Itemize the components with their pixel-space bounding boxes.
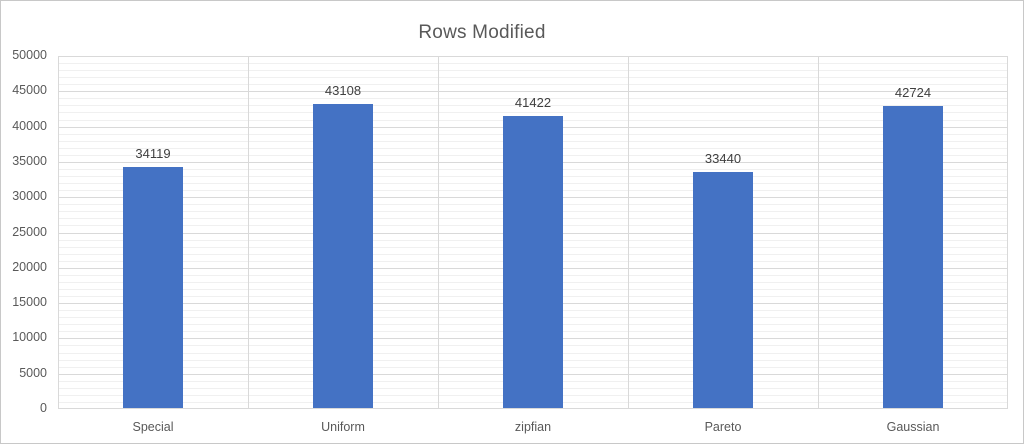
- y-tick-label: 10000: [12, 330, 47, 344]
- vertical-gridline: [438, 56, 439, 409]
- vertical-gridline: [628, 56, 629, 409]
- minor-gridline: [58, 63, 1008, 65]
- x-category-label: Gaussian: [886, 420, 940, 434]
- major-gridline: [58, 56, 1008, 57]
- minor-gridline: [58, 77, 1008, 79]
- y-tick-label: 5000: [19, 366, 47, 380]
- vertical-gridline: [248, 56, 249, 409]
- y-tick-label: 45000: [12, 83, 47, 97]
- y-tick-label: 40000: [12, 119, 47, 133]
- data-label: 42724: [894, 85, 932, 100]
- vertical-gridline: [1007, 56, 1008, 409]
- y-tick-label: 25000: [12, 225, 47, 239]
- x-category-label: Pareto: [704, 420, 742, 434]
- x-category-label: Special: [132, 420, 174, 434]
- y-tick-label: 0: [40, 401, 47, 415]
- minor-gridline: [58, 70, 1008, 72]
- x-axis-line: [58, 408, 1008, 409]
- minor-gridline: [58, 112, 1008, 114]
- minor-gridline: [58, 98, 1008, 100]
- y-tick-label: 30000: [12, 189, 47, 203]
- chart-title: Rows Modified: [418, 22, 546, 43]
- x-category-label: Uniform: [321, 420, 365, 434]
- plot-area: 34119 43108 41422 33440 42724: [58, 56, 1008, 409]
- bar-zipfian: [503, 116, 563, 408]
- vertical-gridline: [818, 56, 819, 409]
- data-label: 34119: [135, 146, 171, 161]
- y-tick-label: 20000: [12, 260, 47, 274]
- y-tick-label: 35000: [12, 154, 47, 168]
- data-label: 33440: [704, 151, 742, 166]
- bar-special: [123, 167, 183, 408]
- bar-pareto: [693, 172, 753, 408]
- data-label: 41422: [514, 95, 552, 110]
- data-label: 43108: [324, 83, 362, 98]
- minor-gridline: [58, 105, 1008, 107]
- bar-uniform: [313, 104, 373, 408]
- x-category-label: zipfian: [514, 420, 552, 434]
- y-tick-label: 50000: [12, 48, 47, 62]
- y-tick-label: 15000: [12, 295, 47, 309]
- minor-gridline: [58, 84, 1008, 86]
- bar-gaussian: [883, 106, 943, 408]
- major-gridline: [58, 91, 1008, 93]
- vertical-gridline: [58, 56, 59, 409]
